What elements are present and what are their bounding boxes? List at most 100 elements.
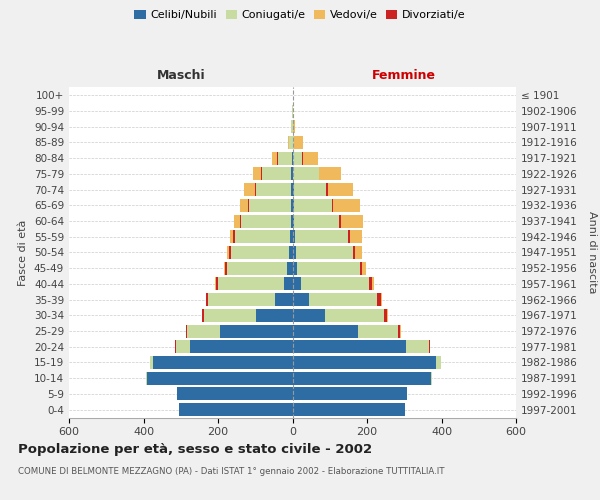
Bar <box>262 168 292 180</box>
Bar <box>229 246 230 259</box>
Bar <box>295 136 302 149</box>
Bar <box>296 246 353 259</box>
Bar <box>293 388 407 400</box>
Bar <box>256 183 291 196</box>
Bar <box>293 246 296 259</box>
Bar <box>224 262 225 274</box>
Bar <box>431 372 432 384</box>
Bar <box>293 152 302 164</box>
Bar <box>293 278 301 290</box>
Bar <box>204 309 256 322</box>
Bar <box>348 230 350 243</box>
Bar <box>230 246 289 259</box>
Bar <box>406 340 429 353</box>
Bar <box>293 403 405 416</box>
Bar <box>284 278 293 290</box>
Bar <box>233 230 235 243</box>
Bar <box>293 293 309 306</box>
Bar <box>293 324 358 338</box>
Bar <box>176 340 190 353</box>
Bar <box>350 230 362 243</box>
Bar <box>220 324 293 338</box>
Bar <box>326 183 328 196</box>
Text: Femmine: Femmine <box>372 70 436 82</box>
Bar <box>372 278 374 290</box>
Bar <box>147 372 293 384</box>
Bar <box>293 214 294 228</box>
Bar <box>302 152 318 164</box>
Bar <box>325 309 384 322</box>
Bar <box>239 199 248 212</box>
Bar <box>256 309 293 322</box>
Bar <box>293 199 294 212</box>
Bar <box>218 278 284 290</box>
Bar <box>150 356 153 369</box>
Bar <box>230 230 233 243</box>
Bar <box>292 168 293 180</box>
Bar <box>293 120 295 133</box>
Bar <box>248 199 249 212</box>
Bar <box>179 403 293 416</box>
Bar <box>202 309 204 322</box>
Bar <box>278 152 292 164</box>
Bar <box>261 168 262 180</box>
Bar <box>272 152 277 164</box>
Bar <box>254 183 256 196</box>
Bar <box>235 230 290 243</box>
Bar <box>291 183 293 196</box>
Bar <box>381 293 382 306</box>
Bar <box>436 356 441 369</box>
Bar <box>153 356 293 369</box>
Bar <box>377 293 381 306</box>
Bar <box>398 324 400 338</box>
Bar <box>369 278 372 290</box>
Bar <box>319 168 341 180</box>
Bar <box>216 278 218 290</box>
Bar <box>353 246 355 259</box>
Bar <box>239 214 241 228</box>
Y-axis label: Anni di nascita: Anni di nascita <box>587 211 597 294</box>
Bar <box>227 262 287 274</box>
Bar <box>186 324 187 338</box>
Bar <box>293 262 298 274</box>
Bar <box>292 120 293 133</box>
Bar <box>293 372 431 384</box>
Bar <box>290 230 293 243</box>
Bar <box>293 168 319 180</box>
Bar <box>295 230 348 243</box>
Bar <box>292 152 293 164</box>
Bar <box>298 262 360 274</box>
Bar <box>387 309 388 322</box>
Bar <box>294 199 332 212</box>
Bar <box>309 293 377 306</box>
Bar <box>301 278 369 290</box>
Bar <box>253 168 261 180</box>
Bar <box>287 262 293 274</box>
Bar <box>360 262 362 274</box>
Bar <box>290 214 293 228</box>
Bar <box>293 356 436 369</box>
Text: Popolazione per età, sesso e stato civile - 2002: Popolazione per età, sesso e stato civil… <box>18 442 372 456</box>
Bar <box>215 278 216 290</box>
Bar <box>332 199 334 212</box>
Bar <box>177 388 293 400</box>
Bar <box>340 214 341 228</box>
Y-axis label: Fasce di età: Fasce di età <box>19 220 28 286</box>
Bar <box>289 136 293 149</box>
Bar <box>275 293 293 306</box>
Text: Maschi: Maschi <box>157 70 205 82</box>
Bar <box>289 246 293 259</box>
Bar <box>249 199 290 212</box>
Bar <box>400 324 401 338</box>
Bar <box>384 309 387 322</box>
Bar <box>187 324 220 338</box>
Bar <box>244 183 254 196</box>
Bar <box>294 214 340 228</box>
Bar <box>235 214 239 228</box>
Bar <box>334 199 360 212</box>
Bar <box>293 309 325 322</box>
Bar <box>227 246 229 259</box>
Legend: Celibi/Nubili, Coniugati/e, Vedovi/e, Divorziati/e: Celibi/Nubili, Coniugati/e, Vedovi/e, Di… <box>130 6 470 25</box>
Bar <box>190 340 293 353</box>
Bar <box>175 340 176 353</box>
